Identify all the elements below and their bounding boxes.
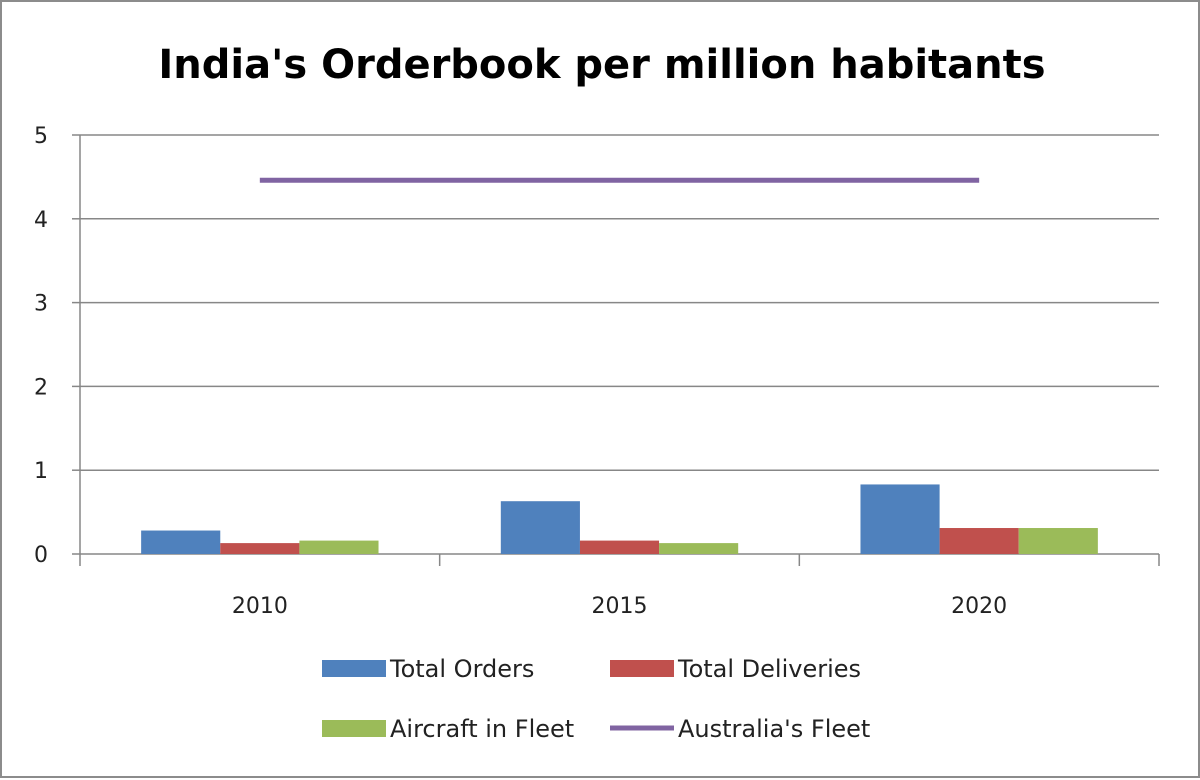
legend-swatch-total-deliveries — [610, 660, 674, 677]
y-tick-label: 5 — [34, 124, 48, 149]
bar-total-deliveries-2010 — [220, 543, 299, 554]
legend-swatch-total-orders — [322, 660, 386, 677]
x-tick-label: 2015 — [592, 594, 648, 619]
chart-title: India's Orderbook per million habitants — [158, 42, 1045, 88]
legend-swatch-aircraft-in-fleet — [322, 720, 386, 737]
bar-total-deliveries-2015 — [580, 541, 659, 554]
legend-label-total-orders: Total Orders — [389, 655, 534, 683]
y-tick-label: 4 — [34, 208, 48, 233]
bar-aircraft-in-fleet-2020 — [1019, 528, 1098, 554]
y-tick-label: 2 — [34, 375, 48, 400]
legend-label-aircraft-in-fleet: Aircraft in Fleet — [390, 715, 574, 743]
bar-total-orders-2015 — [501, 501, 580, 554]
y-tick-label: 1 — [34, 459, 48, 484]
bar-total-deliveries-2020 — [940, 528, 1019, 554]
legend-label-australia-s-fleet: Australia's Fleet — [678, 715, 870, 743]
legend: Total Orders Total Deliveries Aircraft in … — [322, 655, 870, 743]
x-tick-label: 2010 — [232, 594, 288, 619]
bar-aircraft-in-fleet-2015 — [659, 543, 738, 554]
y-tick-label: 3 — [34, 292, 48, 317]
bar-layer — [141, 484, 1098, 554]
x-tick-label: 2020 — [951, 594, 1007, 619]
bar-aircraft-in-fleet-2010 — [299, 541, 378, 554]
bar-total-orders-2010 — [141, 531, 220, 554]
bar-total-orders-2020 — [860, 484, 939, 554]
legend-label-total-deliveries: Total Deliveries — [677, 655, 861, 683]
grid-layer — [80, 135, 1159, 470]
y-tick-label: 0 — [34, 543, 48, 568]
